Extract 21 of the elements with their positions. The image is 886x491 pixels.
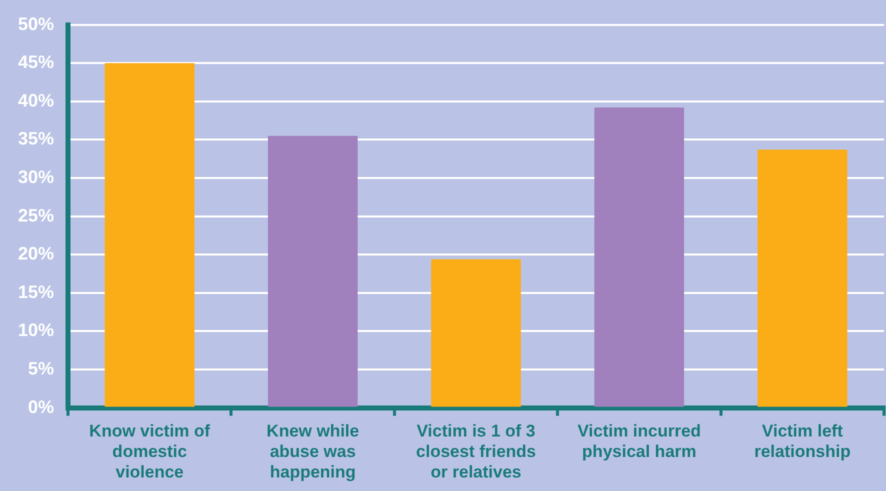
y-tick-label: 40% [18,90,54,110]
y-tick-label: 5% [28,358,54,378]
x-tick-label: Victim left relationship [754,422,851,462]
y-tick-label: 15% [18,282,54,302]
x-tick-label: Know victim of domestic violence [89,422,210,482]
x-tick-label: Victim is 1 of 3 closest friends or relatives [416,422,536,482]
y-tick-label: 0% [28,396,54,417]
y-tick-label: 30% [18,166,54,187]
y-tick-label: 20% [18,244,54,264]
y-tick-label: 10% [18,320,54,340]
y-tick-label: 45% [18,52,54,72]
y-tick-label: 25% [18,205,54,226]
bar [594,108,684,407]
bar [104,63,195,407]
y-tick-label: 35% [18,128,54,149]
bar [758,150,848,407]
bar [431,259,521,407]
bar [268,136,358,407]
x-tick-label: Knew while abuse was happening [266,422,360,482]
y-tick-label: 50% [18,14,54,34]
x-tick-label: Victim incurred physical harm [577,422,701,462]
